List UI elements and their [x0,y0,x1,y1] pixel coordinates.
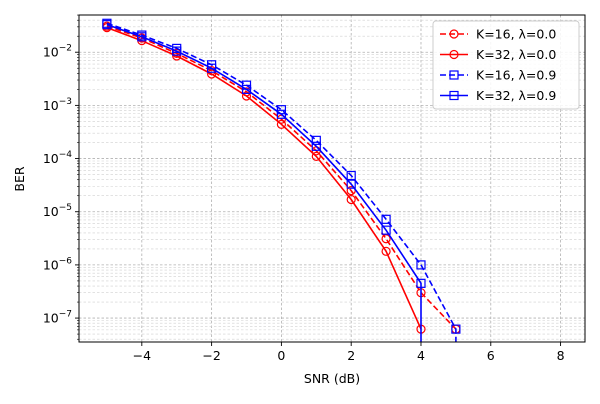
ticks: −4 −2 0 2 4 6 8 10−7 10−6 10−5 10−4 10−3 10−2 [43,14,565,363]
data-point [311,141,321,151]
y-tick-label: 10−5 [43,203,72,219]
series-line [106,22,457,342]
series-4 [102,20,426,342]
legend-entry: K=32, λ=0.0 [440,47,556,62]
data-point [241,84,252,94]
x-tick-label: 4 [417,348,425,363]
data-point [346,170,356,181]
x-tick-label: 2 [347,348,355,363]
data-point [311,151,321,161]
y-tick-label: 10−2 [43,44,72,60]
y-tick-label: 10−7 [43,310,72,326]
series-line [106,25,457,330]
x-tick-label: −4 [133,348,151,363]
legend-entry: K=16, λ=0.0 [440,27,556,42]
legend-label: K=32, λ=0.9 [476,88,556,103]
legend-entry: K=32, λ=0.9 [440,88,556,103]
legend-label: K=16, λ=0.0 [476,27,556,42]
data-point [276,109,286,119]
data-point [172,46,182,56]
data-point [276,119,286,129]
legend-marker [449,70,459,80]
y-tick-label: 10−6 [43,256,72,272]
data-point [451,324,461,334]
data-point [416,260,426,270]
data-point [207,69,217,79]
series-line [106,26,422,330]
x-axis-label: SNR (dB) [304,371,360,386]
data-point [346,179,356,189]
series-2 [102,23,426,334]
legend-box [432,20,580,110]
x-tick-label: −2 [202,348,220,363]
legend-marker [449,90,459,101]
legend-entry: K=16, λ=0.9 [440,68,556,83]
data-point [241,91,252,101]
data-point [137,32,147,42]
x-tick-label: 0 [277,348,285,363]
series-line [106,23,422,342]
data-point [311,135,321,145]
data-point [102,20,112,30]
data-point [207,63,217,73]
data-point [346,194,356,205]
data-point [416,278,426,288]
plot-frame [78,14,586,343]
legend: K=16, λ=0.0 K=32, λ=0.0 K=16, λ=0.9 K=32, λ… [432,20,580,110]
x-tick-label: 8 [557,348,565,363]
y-axis-label: BER [12,166,27,191]
data-point [381,225,391,235]
legend-marker [449,49,459,60]
legend-label: K=32, λ=0.0 [476,47,556,62]
legend-label: K=16, λ=0.9 [476,68,556,83]
data-point [381,246,391,256]
y-tick-label: 10−3 [43,97,72,113]
y-tick-label: 10−4 [43,150,72,166]
legend-marker [449,29,459,39]
series-layer [102,18,461,342]
x-tick-label: 6 [487,348,495,363]
data-point [381,214,391,224]
data-point [381,234,391,244]
